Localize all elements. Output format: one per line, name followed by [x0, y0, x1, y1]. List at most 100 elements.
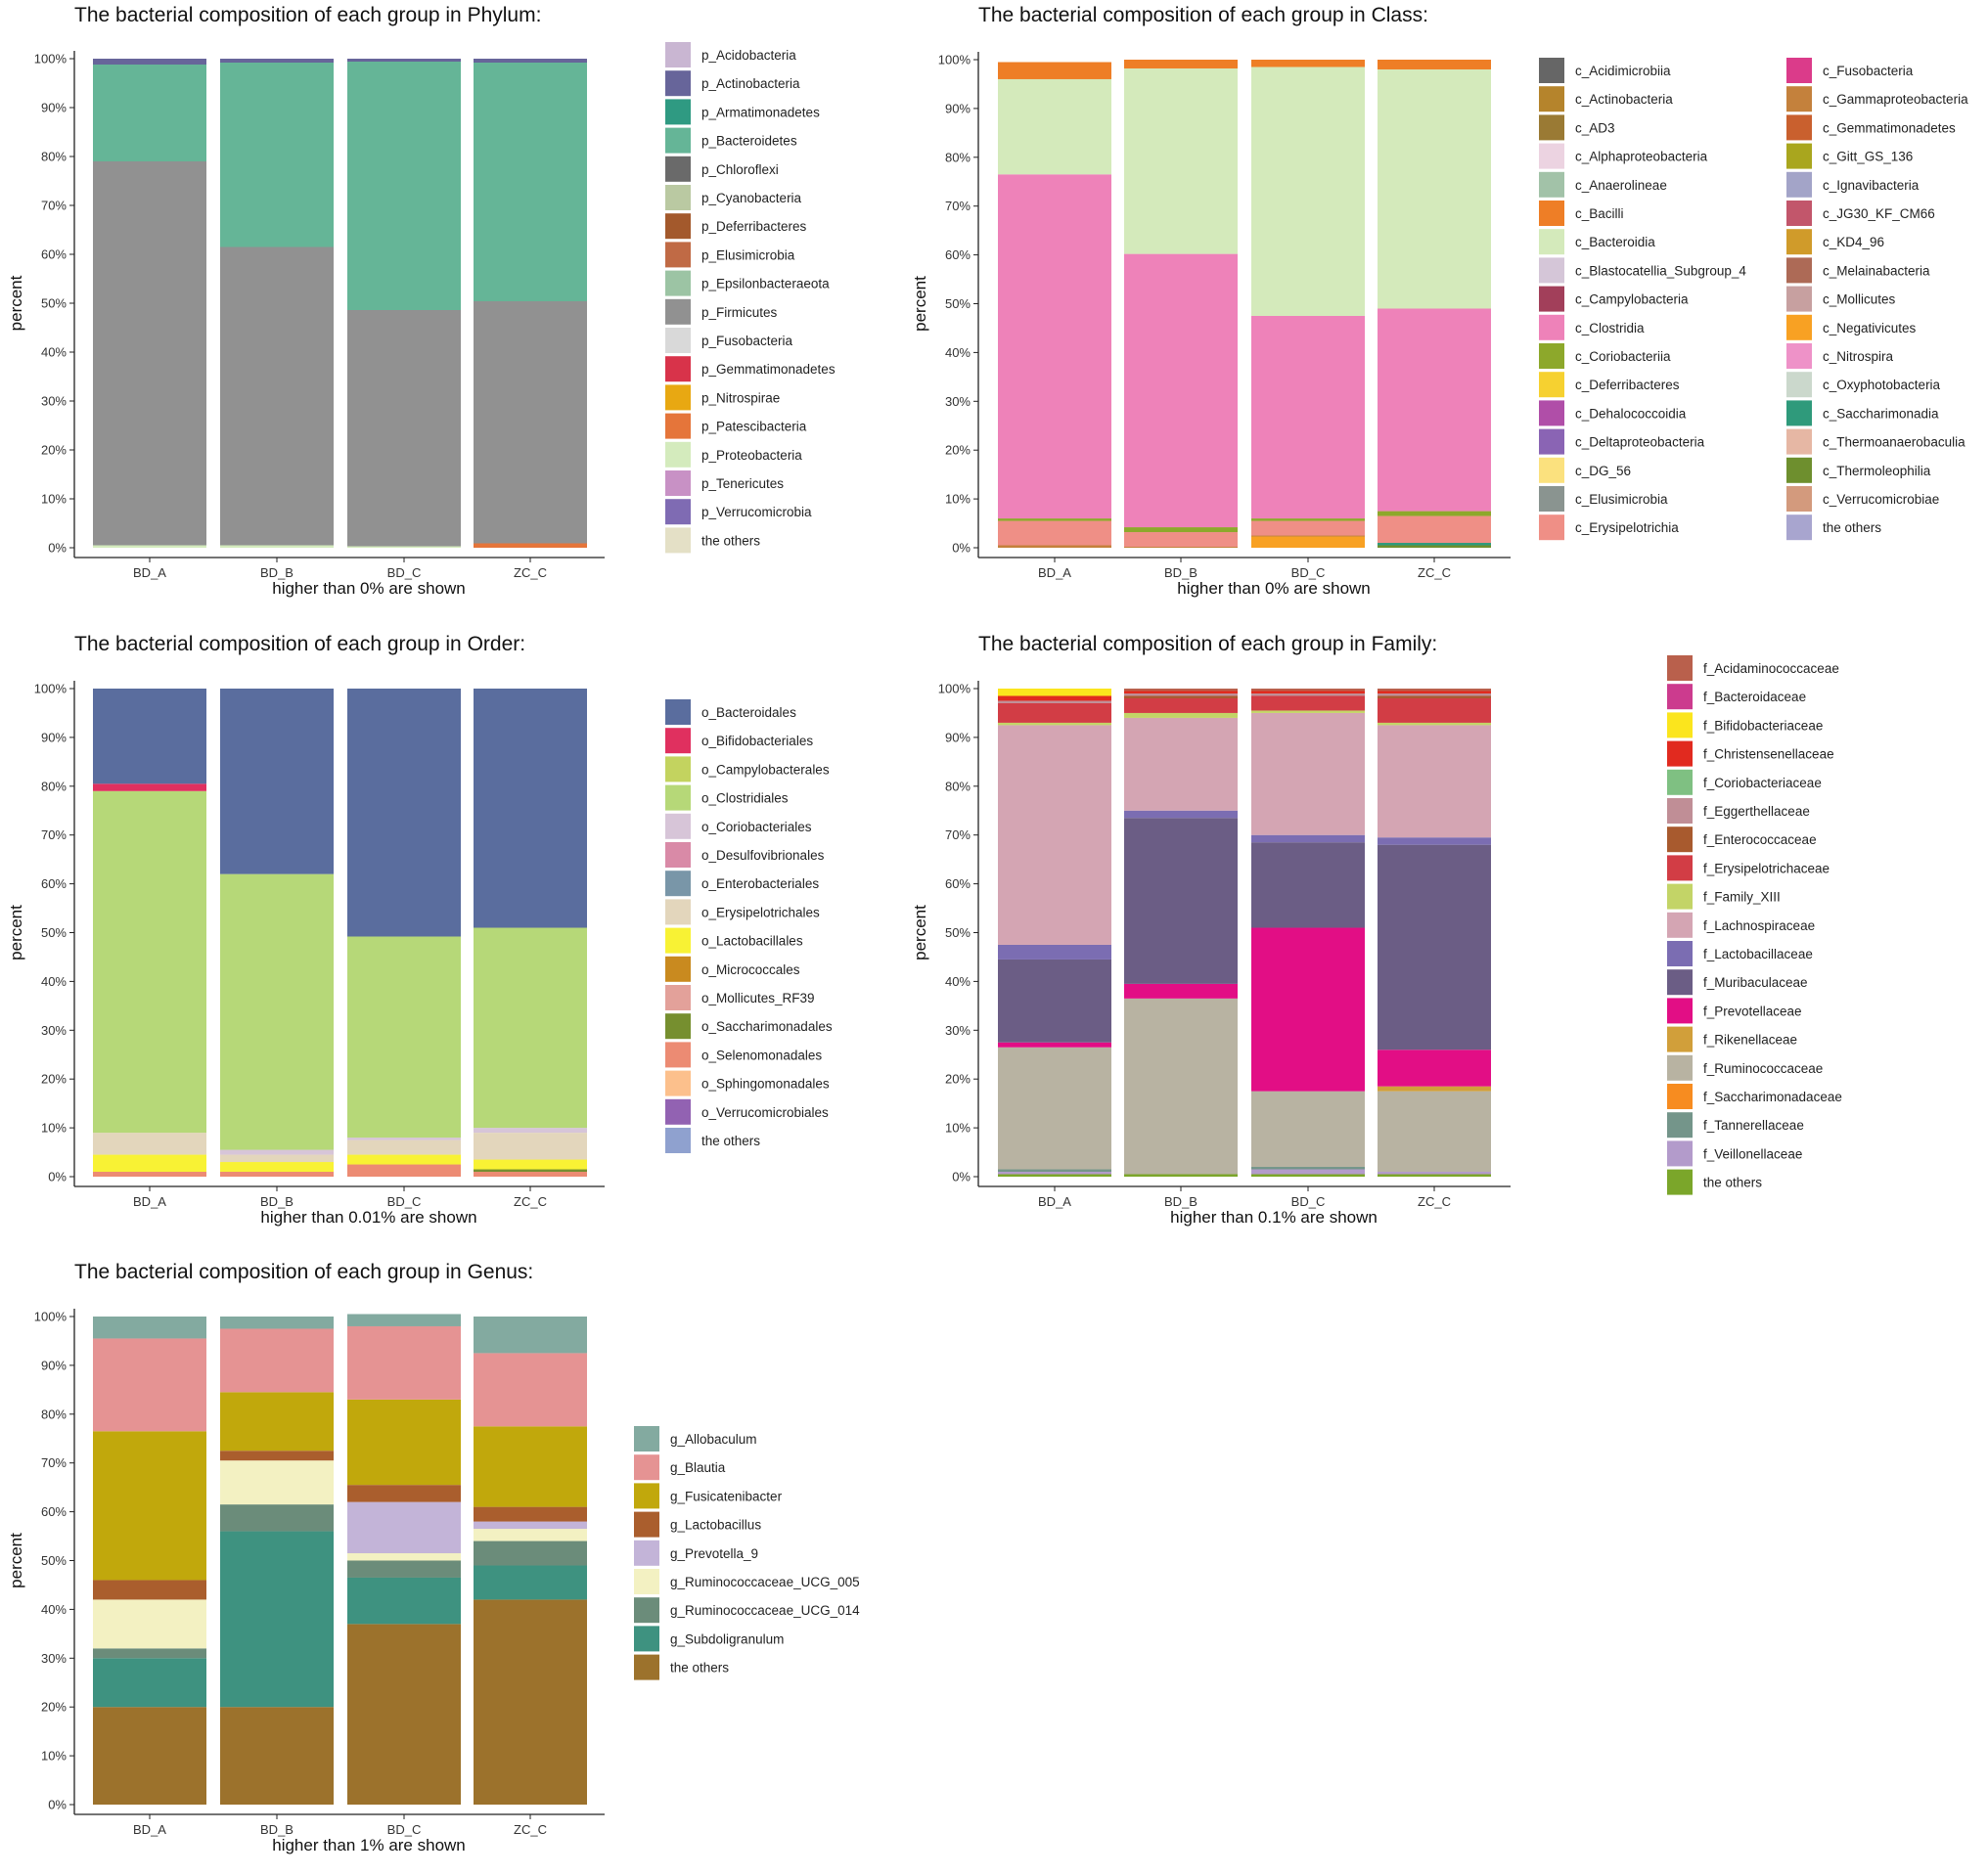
bar-segment-g-lactobacillus-bd-c: [347, 1485, 461, 1502]
legend-label: p_Tenericutes: [701, 476, 784, 491]
legend-label: c_Acidimicrobiia: [1575, 64, 1671, 78]
bar-segment-f-ruminococcaceae-bd-a: [998, 1047, 1111, 1170]
legend-swatch-o-lactobacillales: [665, 927, 691, 954]
legend-label: f_Family_XIII: [1703, 890, 1781, 905]
y-axis-label: percent: [7, 1533, 25, 1588]
bar-segment-f-veillonellaceae-bd-c: [1251, 1169, 1365, 1175]
bar-segment-f-eggerthellaceae-zc-c: [1378, 692, 1491, 696]
legend-label: f_Bacteroidaceae: [1703, 690, 1806, 704]
bar-segment-f-lactobacillaceae-bd-c: [1251, 834, 1365, 843]
bar-segment-g-allobaculum-bd-b: [220, 1317, 334, 1329]
legend-label: o_Selenomonadales: [701, 1048, 822, 1062]
legend-swatch-o-micrococcales: [665, 956, 691, 982]
y-tick-label: 100%: [34, 682, 68, 696]
bar-segment-o-erysipelotrichales-bd-a: [93, 1133, 206, 1155]
legend-swatch-o-desulfovibrionales: [665, 842, 691, 868]
legend-swatch-c-dg-56: [1539, 457, 1564, 483]
y-tick-label: 50%: [41, 296, 67, 311]
legend-label: c_Elusimicrobia: [1575, 492, 1668, 507]
x-tick-label: ZC_C: [1418, 565, 1451, 580]
y-tick-label: 70%: [945, 199, 971, 213]
y-tick-label: 70%: [41, 1455, 67, 1470]
bar-segment-f-lactobacillaceae-zc-c: [1378, 837, 1491, 845]
bar-segment-f-lachnospiraceae-bd-a: [998, 725, 1111, 945]
bar-segment-p-actinobacteria-bd-b: [220, 59, 334, 63]
bar-segment-c-coriobacteriia-bd-b: [1124, 527, 1238, 533]
legend-label: c_Thermoleophilia: [1823, 464, 1931, 478]
bar-segment-c-bacilli-zc-c: [1378, 60, 1491, 69]
bar-segment-p-actinobacteria-bd-a: [93, 59, 206, 65]
bar-segment-f-lactobacillaceae-bd-a: [998, 944, 1111, 960]
legend-label: f_Coriobacteriaceae: [1703, 776, 1822, 790]
y-tick-label: 80%: [41, 779, 67, 793]
x-axis-label: higher than 0% are shown: [272, 579, 466, 598]
y-tick-label: 90%: [41, 101, 67, 115]
bar-segment-f-prevotellaceae-bd-c: [1251, 927, 1365, 1092]
x-tick-label: BD_A: [133, 1822, 166, 1837]
bar-segment-p-patescibacteria-zc-c: [474, 543, 587, 548]
bar-segment-f-eggerthellaceae-bd-a: [998, 700, 1111, 703]
legend-swatch-c-jg30-kf-cm66: [1786, 201, 1812, 226]
legend-swatch-f-veillonellaceae: [1667, 1140, 1693, 1167]
x-tick-label: BD_A: [133, 565, 166, 580]
bar-segment-g-blautia-bd-b: [220, 1328, 334, 1393]
bar-segment-o-bacteroidales-bd-a: [93, 689, 206, 784]
legend-label: c_Oxyphotobacteria: [1823, 378, 1941, 392]
legend-label: c_Bacteroidia: [1575, 235, 1655, 249]
y-tick-label: 100%: [938, 682, 971, 696]
bar-segment-f-erysipelotrichaceae-zc-c: [1378, 697, 1491, 723]
chart-panel-0: The bacterial composition of each group …: [7, 4, 836, 598]
legend-swatch-f-enterococcaceae: [1667, 826, 1693, 853]
y-tick-label: 30%: [41, 1023, 67, 1038]
bar-segment-p-firmicutes-zc-c: [474, 301, 587, 544]
legend-swatch-c-coriobacteriia: [1539, 343, 1564, 369]
y-tick-label: 20%: [41, 1700, 67, 1715]
bar-segment-g-fusicatenibacter-bd-a: [93, 1431, 206, 1581]
legend-label: f_Lactobacillaceae: [1703, 947, 1813, 961]
bar-segment-g-fusicatenibacter-zc-c: [474, 1426, 587, 1507]
legend-swatch-o-erysipelotrichales: [665, 899, 691, 925]
bar-segment-f-muribaculaceae-bd-a: [998, 959, 1111, 1043]
legend-swatch-o-saccharimonadales: [665, 1013, 691, 1040]
legend-label: c_AD3: [1575, 120, 1615, 135]
legend-swatch-f-bifidobacteriaceae: [1667, 712, 1693, 738]
legend-label: p_Actinobacteria: [701, 76, 800, 91]
bar-segment-f-prevotellaceae-bd-a: [998, 1042, 1111, 1048]
bar-segment-c-gammaproteobacteria-bd-a: [998, 545, 1111, 548]
bar-segment-g-ruminococcaceae-ucg-005-bd-c: [347, 1553, 461, 1561]
legend-label: f_Eggerthellaceae: [1703, 804, 1810, 819]
legend-label: p_Elusimicrobia: [701, 247, 795, 262]
legend: c_Acidimicrobiia c_Actinobacteria c_AD3 c_A…: [1539, 58, 1968, 541]
bar-segment-f-muribaculaceae-bd-b: [1124, 818, 1238, 984]
legend-label: c_Clostridia: [1575, 321, 1645, 335]
legend-swatch-g-prevotella-9: [634, 1540, 659, 1566]
legend-swatch-c-actinobacteria: [1539, 86, 1564, 112]
bar-segment-g-fusicatenibacter-bd-c: [347, 1399, 461, 1486]
legend-swatch-p-bacteroidetes: [665, 127, 691, 154]
bar-segment-f-christensenellaceae-zc-c: [1378, 691, 1491, 693]
bar-segment-c-erysipelotrichia-bd-c: [1251, 520, 1365, 536]
legend-label: the others: [1823, 520, 1881, 535]
legend-label: f_Enterococcaceae: [1703, 832, 1817, 847]
legend-label: f_Prevotellaceae: [1703, 1004, 1802, 1018]
legend-label: f_Bifidobacteriaceae: [1703, 718, 1823, 733]
bar-segment-g-blautia-bd-c: [347, 1325, 461, 1400]
legend-label: g_Prevotella_9: [670, 1546, 758, 1561]
legend-swatch-c-deferribacteres: [1539, 372, 1564, 398]
y-tick-label: 50%: [945, 925, 971, 940]
bar-segment-p-bacteroidetes-bd-c: [347, 62, 461, 310]
legend-swatch-f-christensenellaceae: [1667, 740, 1693, 767]
legend-swatch-p-elusimicrobia: [665, 242, 691, 268]
bar-segment-f-ruminococcaceae-bd-b: [1124, 998, 1238, 1175]
x-axis-label: higher than 0.01% are shown: [260, 1208, 476, 1227]
bar-segment-f-ruminococcaceae-zc-c: [1378, 1091, 1491, 1173]
bar-segment-f-christensenellaceae-bd-c: [1251, 691, 1365, 693]
legend: f_Acidaminococcaceae f_Bacteroidaceae f_Bi…: [1667, 655, 1842, 1195]
bar-segment-f-family-xiii-bd-c: [1251, 710, 1365, 713]
y-tick-label: 20%: [41, 443, 67, 458]
bar-segment-the-others-bd-a: [998, 1174, 1111, 1177]
bar-segment-o-clostridiales-bd-a: [93, 790, 206, 1134]
legend-label: p_Patescibacteria: [701, 420, 807, 434]
legend-swatch-p-cyanobacteria: [665, 185, 691, 210]
legend-swatch-g-allobaculum: [634, 1426, 659, 1452]
